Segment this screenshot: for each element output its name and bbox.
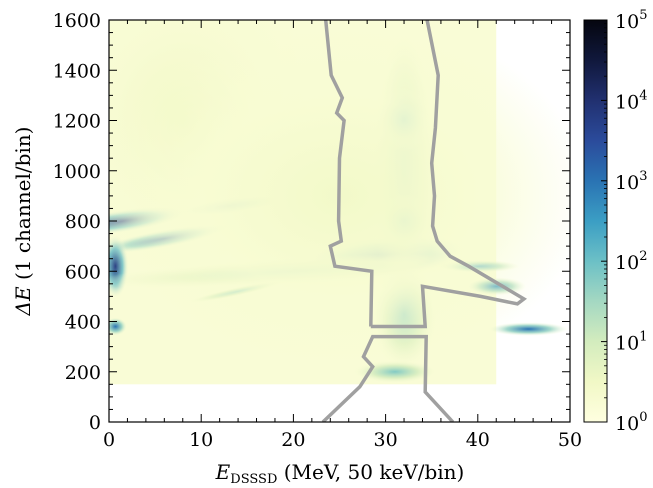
x-axis-label: EDSSSD (MeV, 50 keV/bin)	[215, 460, 465, 487]
y-tick-label: 1600	[53, 10, 101, 32]
x-tick-label: 0	[103, 429, 115, 451]
colorbar-tick-label: 101	[615, 330, 647, 355]
y-tick-label: 0	[89, 412, 101, 434]
colorbar	[583, 19, 608, 423]
y-tick-label: 1000	[53, 161, 101, 183]
x-tick-label: 10	[189, 429, 213, 451]
y-tick-label: 1200	[53, 111, 101, 133]
x-tick-label: 30	[374, 429, 398, 451]
colorbar-tick-label: 100	[615, 410, 647, 435]
y-tick-label: 400	[65, 312, 101, 334]
x-tick-label: 20	[281, 429, 305, 451]
colorbar-tick-label: 103	[615, 169, 647, 194]
y-axis: 0 200 400 600 800 1000 1200 1400 1600	[53, 10, 570, 434]
y-tick-label: 800	[65, 211, 101, 233]
y-tick-label: 200	[65, 362, 101, 384]
heatmap-area	[109, 20, 570, 385]
y-axis-label: ΔE (1 channel/bin)	[11, 127, 35, 317]
selection-gate	[321, 20, 528, 422]
heatmap-blob	[109, 317, 128, 336]
colorbar-ticks: 100 101 102 103 104 105	[601, 8, 647, 435]
colorbar-tick-label: 105	[615, 8, 647, 33]
colorbar-tick-label: 102	[615, 249, 647, 274]
colorbar-tick-label: 104	[615, 88, 647, 113]
y-tick-label: 600	[65, 261, 101, 283]
x-tick-label: 40	[466, 429, 490, 451]
x-axis: 0 10 20 30 40 50	[103, 20, 582, 451]
x-tick-label: 50	[558, 429, 582, 451]
y-tick-label: 1400	[53, 60, 101, 82]
